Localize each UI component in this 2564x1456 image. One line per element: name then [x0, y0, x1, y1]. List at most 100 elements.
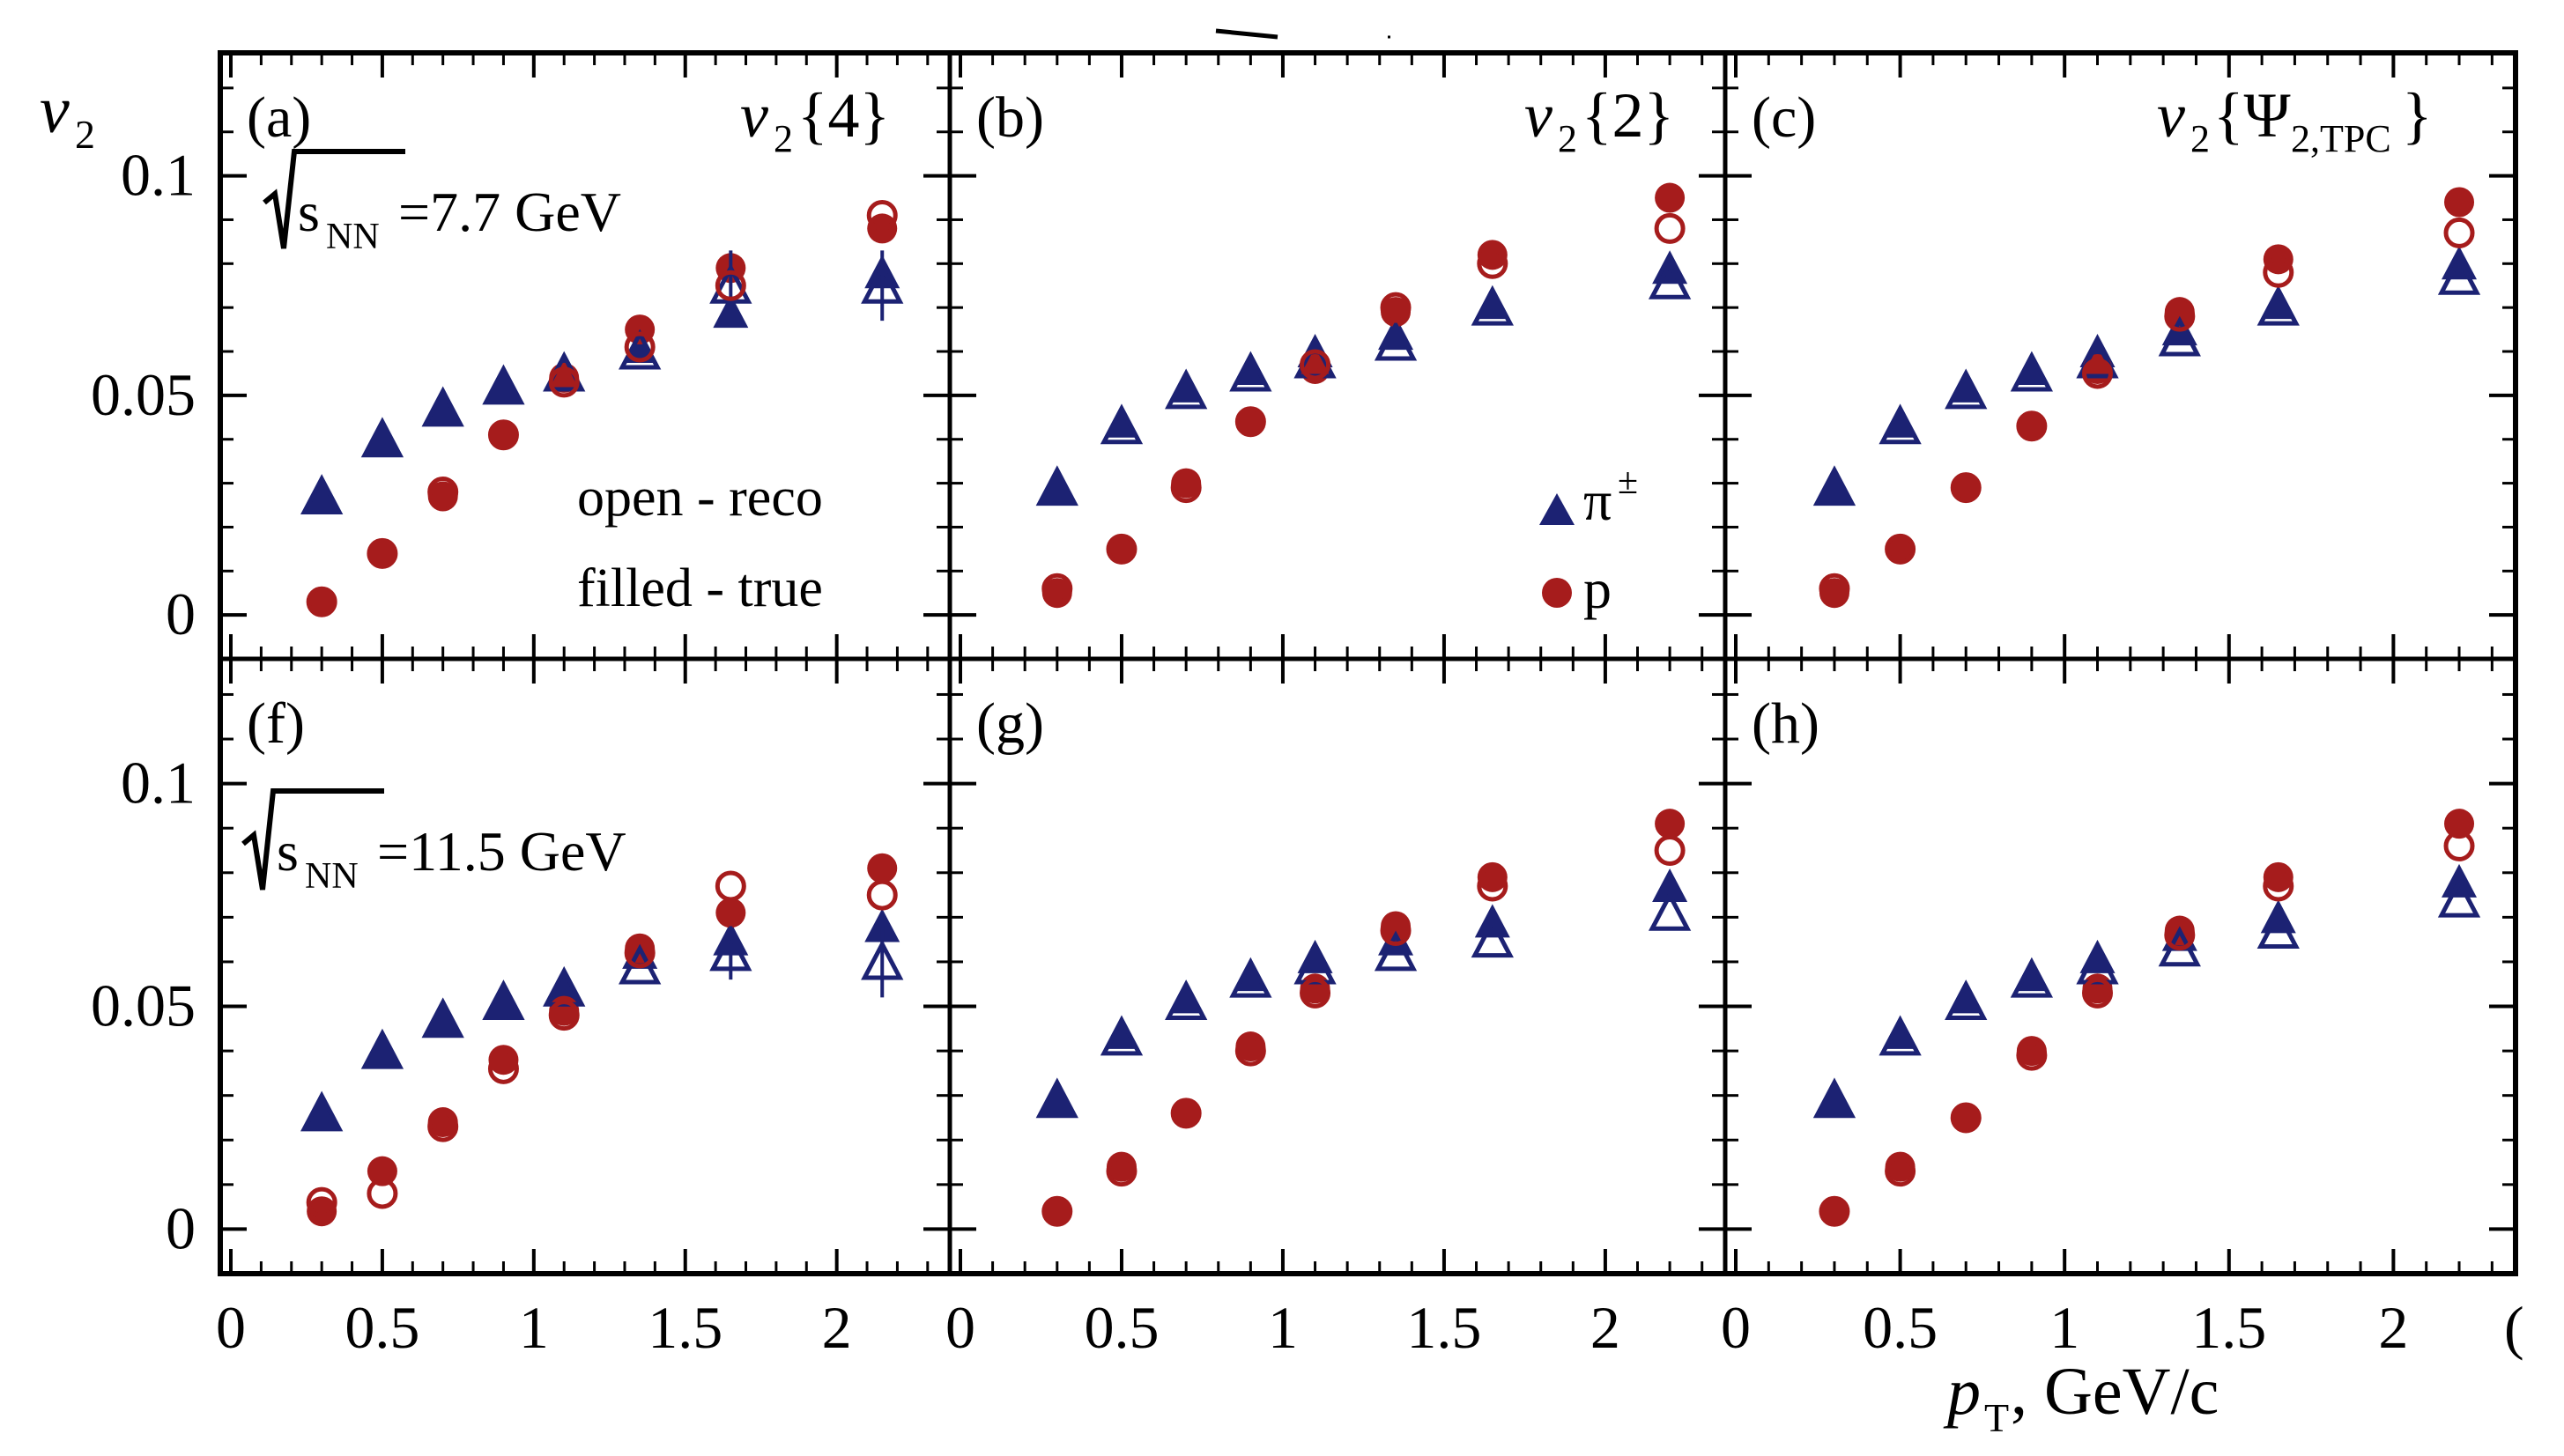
proton-true-marker — [1477, 861, 1508, 892]
proton-reco-marker — [1654, 834, 1686, 866]
proton-reco-marker — [1819, 1195, 1850, 1227]
panel-label: (a) — [247, 85, 311, 150]
method-c-brace-close: } — [2402, 80, 2433, 151]
pion-reco-marker — [2076, 943, 2119, 985]
proton-true-marker — [1655, 809, 1686, 839]
proton-true-marker — [1951, 1102, 1982, 1133]
sqrt-sign-a — [263, 149, 405, 249]
energy-a-val: =7.7 GeV — [398, 181, 621, 243]
pion-reco-marker — [1374, 320, 1418, 361]
panel-labels: (a) (b) (c) (f) (g) (h) — [247, 85, 1819, 756]
x-tick-label: 1.5 — [2191, 1294, 2266, 1361]
proton-true-marker — [1951, 472, 1982, 503]
method-a-arg: {4} — [797, 80, 890, 151]
x-tick-label: 0 — [1721, 1294, 1751, 1361]
proton-reco-marker — [367, 537, 398, 569]
proton-reco-marker — [1819, 573, 1850, 604]
proton-true-marker — [367, 538, 397, 569]
legend: π ± p — [1539, 462, 1638, 620]
energy-a-s: s — [298, 181, 320, 243]
y-tick-label: 0.1 — [121, 142, 196, 209]
proton-true-marker — [715, 898, 746, 928]
x-tick-label: 1 — [1268, 1294, 1298, 1361]
pion-reco-marker — [861, 939, 904, 980]
proton-reco-marker — [2082, 977, 2114, 1009]
pion-reco-marker — [482, 364, 525, 405]
proton-reco-marker — [2164, 300, 2196, 332]
pion-reco-marker — [1945, 979, 1988, 1020]
pion-reco-marker — [1165, 979, 1208, 1020]
proton-reco-marker — [1380, 292, 1412, 323]
pion-reco-marker — [421, 386, 464, 427]
panel-a — [220, 53, 950, 659]
pion-reco-marker — [861, 262, 904, 304]
method-a-sub: 2 — [774, 117, 793, 160]
pion-reco-marker — [1879, 403, 1922, 445]
proton-reco-marker — [2263, 256, 2294, 288]
pion-reco-marker — [709, 930, 752, 972]
panel-label: (b) — [976, 85, 1044, 150]
method-c-sub2: 2,TPC — [2291, 117, 2391, 160]
proton-reco-marker — [367, 1178, 398, 1209]
panel-f — [220, 659, 950, 1274]
x-axis-label-rest: , GeV/c — [2011, 1355, 2219, 1429]
pion-reco-marker — [619, 329, 662, 370]
pion-reco-marker — [2158, 315, 2201, 357]
proton-reco-marker — [306, 1186, 337, 1218]
pion-reco-marker — [1100, 1015, 1144, 1056]
proton-reco-marker — [2263, 870, 2294, 902]
panel-label: (h) — [1752, 691, 1819, 756]
proton-reco-marker — [1170, 1098, 1202, 1129]
proton-reco-marker — [1477, 870, 1508, 902]
proton-true-marker — [2263, 861, 2294, 892]
proton-reco-marker — [427, 1111, 459, 1142]
x-tick-label: 1.5 — [648, 1294, 723, 1361]
pion-reco-marker — [1812, 1077, 1856, 1119]
legend-pion-marker — [1539, 493, 1575, 525]
energy-a-sub: NN — [326, 217, 380, 257]
proton-reco-marker — [866, 879, 898, 911]
pion-reco-marker — [1035, 465, 1078, 506]
proton-reco-marker — [487, 1053, 519, 1084]
proton-reco-marker — [715, 270, 746, 301]
pion-reco-marker — [709, 262, 752, 304]
method-c-v: v — [2157, 80, 2185, 151]
method-label-c: v 2 {Ψ 2,TPC } — [2157, 80, 2433, 160]
top-fragment-mark — [1215, 28, 1278, 40]
method-label-a: v 2 {4} — [740, 80, 890, 160]
proton-reco-marker — [1654, 212, 1686, 244]
proton-true-marker — [1477, 240, 1508, 270]
proton-reco-marker — [2443, 830, 2475, 861]
pion-reco-marker — [1471, 917, 1514, 958]
proton-true-marker — [1819, 1196, 1849, 1227]
pion-reco-marker — [1374, 930, 1418, 972]
pion-true-marker — [425, 390, 461, 425]
proton-reco-marker — [624, 937, 656, 969]
method-label-b: v 2 {2} — [1524, 80, 1674, 160]
pion-true-marker — [304, 1095, 340, 1129]
pion-true-marker — [1652, 868, 1688, 902]
proton-reco-marker — [1234, 1035, 1266, 1067]
energy-f-sub: NN — [305, 856, 359, 897]
energy-label-a: s NN =7.7 GeV — [263, 149, 621, 257]
proton-reco-marker — [1041, 573, 1073, 604]
pion-reco-marker — [1293, 943, 1337, 985]
pion-reco-marker — [2010, 957, 2054, 998]
pion-reco-marker — [421, 997, 464, 1038]
energy-f-val: =11.5 GeV — [377, 820, 626, 883]
proton-true-marker — [1106, 534, 1137, 565]
proton-true-marker — [1235, 406, 1266, 437]
pion-reco-marker — [1812, 465, 1856, 506]
pion-reco-marker — [1879, 1015, 1922, 1056]
proton-reco-marker — [548, 366, 580, 398]
legend-pion-label: π — [1583, 469, 1612, 532]
y-axis-label: v — [40, 73, 70, 147]
panel-label: (f) — [247, 691, 305, 756]
x-axis-label-sub: T — [1984, 1395, 2009, 1440]
proton-true-marker — [1655, 182, 1686, 213]
pion-true-marker — [1039, 1082, 1075, 1116]
proton-true-marker — [488, 419, 519, 450]
pion-reco-marker — [1648, 890, 1692, 931]
proton-reco-marker — [1300, 349, 1331, 381]
proton-true-marker — [867, 853, 898, 883]
